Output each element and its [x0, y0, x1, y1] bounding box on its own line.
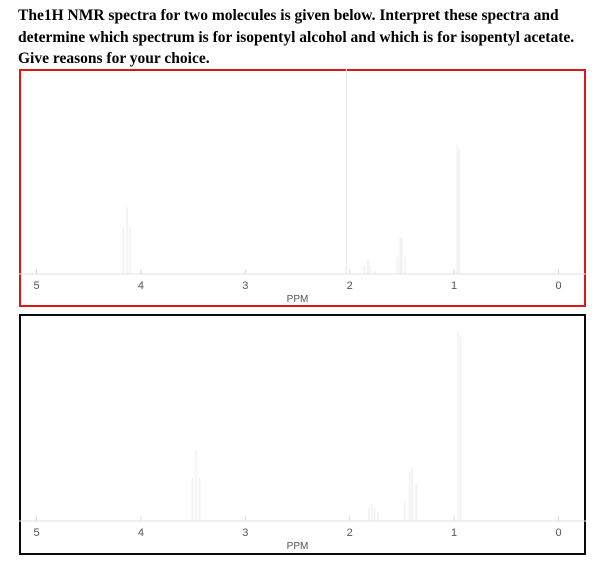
svg-text:1: 1 [451, 280, 457, 292]
svg-text:4: 4 [138, 527, 144, 539]
svg-text:0: 0 [555, 280, 561, 292]
svg-text:PPM: PPM [287, 541, 309, 552]
svg-text:4: 4 [138, 280, 144, 292]
svg-text:3: 3 [242, 527, 248, 539]
svg-text:PPM: PPM [287, 294, 309, 305]
svg-text:3: 3 [242, 280, 248, 292]
svg-text:2: 2 [347, 280, 353, 292]
svg-text:0: 0 [555, 527, 561, 539]
svg-text:5: 5 [33, 280, 39, 292]
svg-text:1: 1 [451, 527, 457, 539]
svg-text:5: 5 [33, 527, 39, 539]
svg-text:2: 2 [347, 527, 353, 539]
